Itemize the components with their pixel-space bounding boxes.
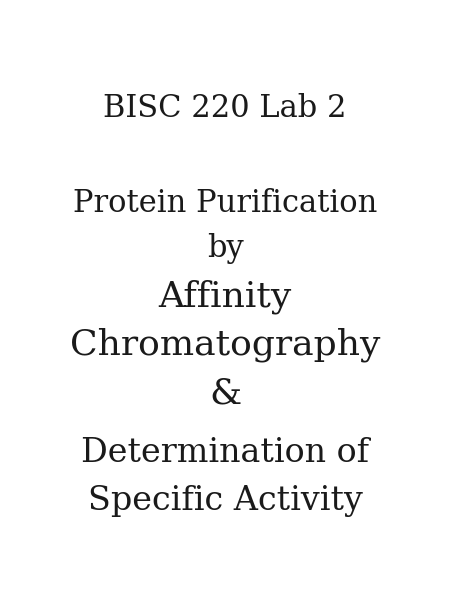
Text: Chromatography: Chromatography [70, 328, 380, 362]
Text: by: by [207, 233, 243, 265]
Text: Specific Activity: Specific Activity [88, 485, 362, 517]
Text: Affinity: Affinity [158, 280, 292, 314]
Text: Determination of: Determination of [81, 437, 369, 469]
Text: BISC 220 Lab 2: BISC 220 Lab 2 [103, 92, 347, 124]
Text: &: & [209, 376, 241, 410]
Text: Protein Purification: Protein Purification [73, 188, 377, 220]
